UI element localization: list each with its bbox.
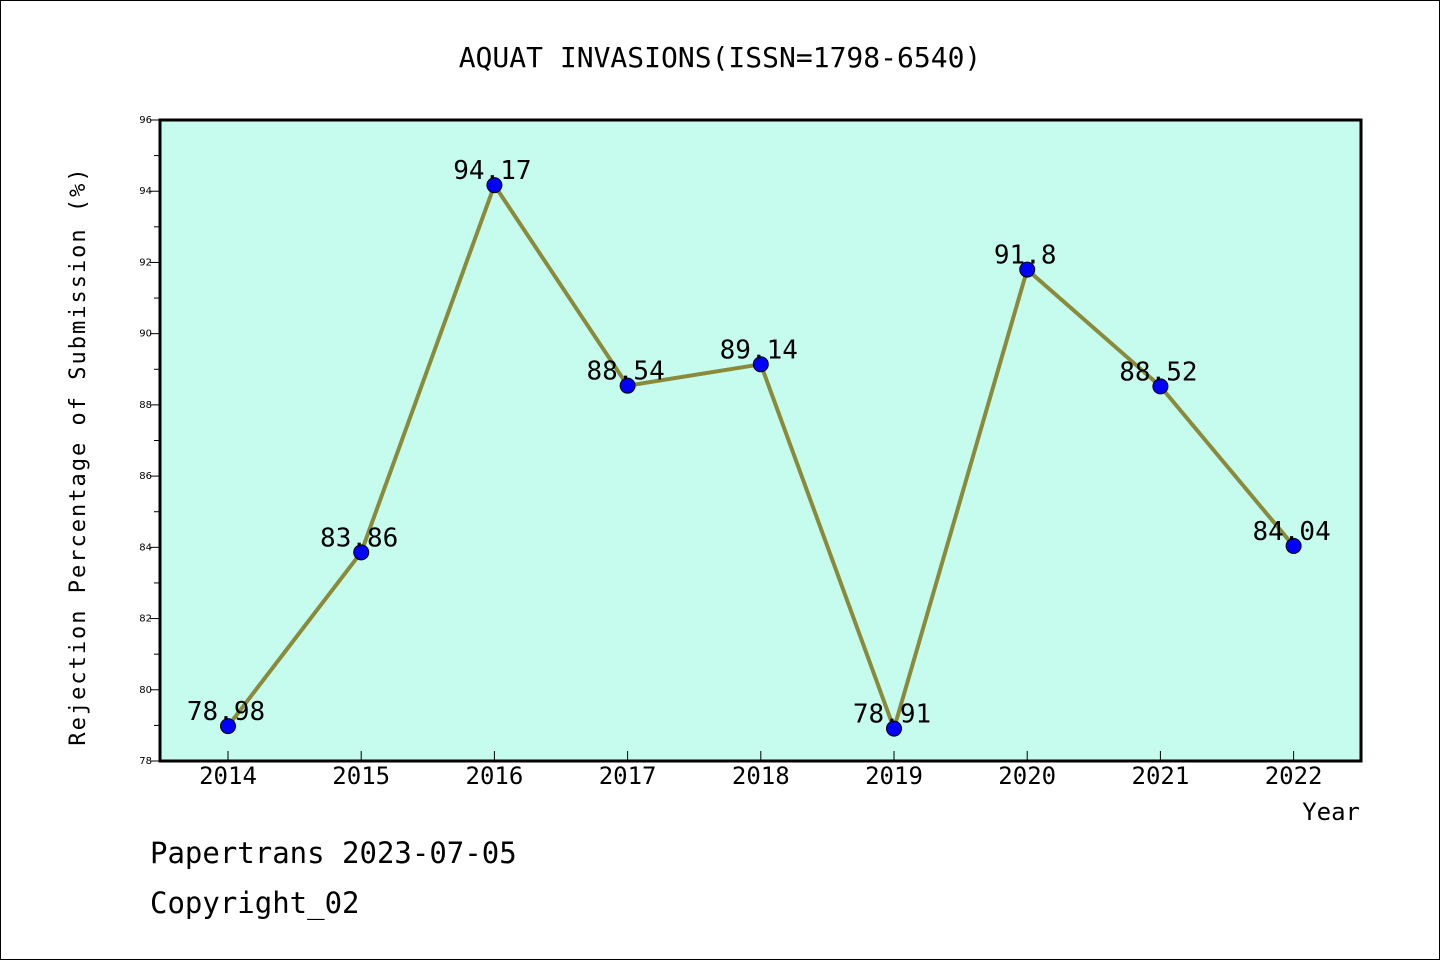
- data-point: [1152, 378, 1169, 395]
- data-label: 84.04: [1252, 517, 1330, 547]
- data-label: 78.98: [187, 697, 265, 727]
- chart-title: AQUAT INVASIONS(ISSN=1798-6540): [459, 41, 982, 74]
- y-tick-label: 96: [139, 115, 152, 126]
- y-tick-label: 78: [139, 756, 152, 767]
- x-tick-label: 2014: [199, 762, 257, 790]
- data-point: [619, 377, 636, 394]
- y-axis-label: Rejection Percentage of Submission (%): [66, 166, 91, 745]
- data-point: [1019, 261, 1036, 278]
- y-tick-label: 92: [139, 257, 152, 268]
- x-tick-label: 2022: [1265, 762, 1323, 790]
- data-point: [1285, 537, 1302, 554]
- data-label: 83.86: [320, 523, 398, 553]
- y-tick-label: 80: [139, 685, 152, 696]
- x-tick-label: 2021: [1132, 762, 1190, 790]
- x-tick-label: 2015: [332, 762, 390, 790]
- y-tick-label: 88: [139, 400, 152, 411]
- data-label: 89.14: [720, 335, 798, 365]
- data-label: 88.54: [586, 357, 664, 387]
- y-axis: 78 80 82 84 86 88 90 92 94 96: [139, 115, 160, 767]
- data-point: [486, 177, 503, 194]
- footer-copyright-text: Copyright_02: [150, 886, 360, 920]
- data-point: [886, 720, 902, 737]
- data-label: 94.17: [453, 156, 531, 186]
- x-tick-label: 2017: [599, 762, 657, 790]
- series-line-group: [220, 177, 1302, 737]
- data-labels: 78.98 83.86 94.17 88.54 89.14 78.91 91.8 88.52 8…: [187, 156, 1331, 729]
- x-axis: 2014 2015 2016 2017 2018 2019 2020 2021 2022: [199, 751, 1322, 790]
- x-tick-label: 2016: [466, 762, 524, 790]
- y-tick-label: 84: [139, 542, 152, 553]
- data-label: 91.8: [994, 241, 1057, 271]
- x-tick-label: 2019: [865, 762, 923, 790]
- data-label: 78.91: [853, 700, 931, 730]
- y-tick-label: 82: [139, 614, 152, 625]
- y-tick-label: 86: [139, 471, 152, 482]
- data-point: [220, 718, 236, 735]
- x-tick-label: 2018: [732, 762, 790, 790]
- data-label: 88.52: [1119, 357, 1197, 387]
- footer-date-text: Papertrans 2023-07-05: [150, 836, 517, 870]
- x-tick-label: 2020: [998, 762, 1056, 790]
- x-axis-label: Year: [1302, 798, 1360, 826]
- data-point: [752, 356, 769, 373]
- data-point: [353, 544, 370, 561]
- y-tick-label: 94: [139, 186, 152, 197]
- y-tick-label: 90: [139, 329, 152, 340]
- plot-area: [158, 118, 1363, 763]
